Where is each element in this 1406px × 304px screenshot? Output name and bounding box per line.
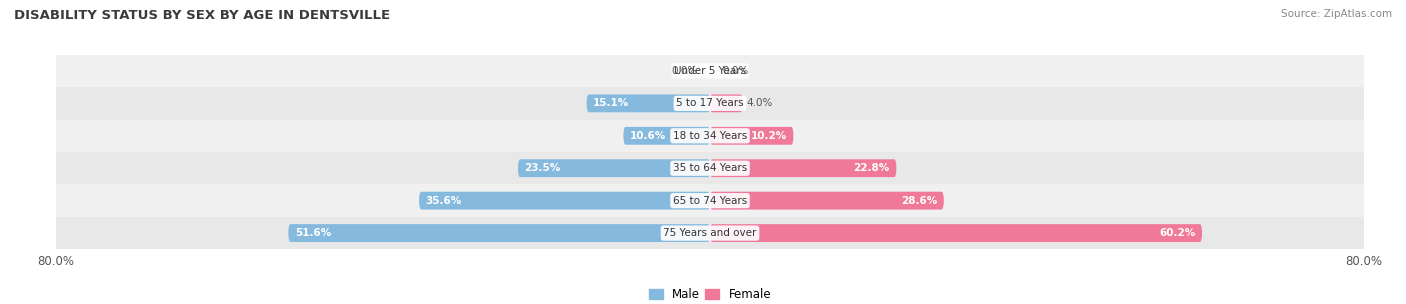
Text: Source: ZipAtlas.com: Source: ZipAtlas.com — [1281, 9, 1392, 19]
Text: Under 5 Years: Under 5 Years — [673, 66, 747, 76]
FancyBboxPatch shape — [288, 224, 710, 242]
FancyBboxPatch shape — [419, 192, 710, 209]
Text: 60.2%: 60.2% — [1159, 228, 1195, 238]
FancyBboxPatch shape — [517, 159, 710, 177]
Text: 15.1%: 15.1% — [593, 98, 630, 108]
Text: 10.6%: 10.6% — [630, 131, 666, 141]
Bar — [56, 152, 1364, 185]
Legend: Male, Female: Male, Female — [644, 283, 776, 304]
Text: 5 to 17 Years: 5 to 17 Years — [676, 98, 744, 108]
Bar — [56, 185, 1364, 217]
Bar — [56, 119, 1364, 152]
Text: DISABILITY STATUS BY SEX BY AGE IN DENTSVILLE: DISABILITY STATUS BY SEX BY AGE IN DENTS… — [14, 9, 391, 22]
FancyBboxPatch shape — [710, 159, 897, 177]
FancyBboxPatch shape — [710, 95, 742, 112]
FancyBboxPatch shape — [710, 192, 943, 209]
Text: 22.8%: 22.8% — [853, 163, 890, 173]
Text: 35.6%: 35.6% — [426, 196, 463, 206]
Text: 23.5%: 23.5% — [524, 163, 561, 173]
FancyBboxPatch shape — [623, 127, 710, 145]
Bar — [56, 217, 1364, 249]
FancyBboxPatch shape — [710, 224, 1202, 242]
Text: 0.0%: 0.0% — [672, 66, 697, 76]
Text: 75 Years and over: 75 Years and over — [664, 228, 756, 238]
Text: 10.2%: 10.2% — [751, 131, 787, 141]
Bar — [56, 87, 1364, 119]
Bar — [56, 55, 1364, 87]
Text: 18 to 34 Years: 18 to 34 Years — [673, 131, 747, 141]
Text: 4.0%: 4.0% — [747, 98, 773, 108]
Text: 28.6%: 28.6% — [901, 196, 938, 206]
FancyBboxPatch shape — [710, 127, 793, 145]
FancyBboxPatch shape — [586, 95, 710, 112]
Text: 65 to 74 Years: 65 to 74 Years — [673, 196, 747, 206]
Text: 0.0%: 0.0% — [723, 66, 748, 76]
Text: 35 to 64 Years: 35 to 64 Years — [673, 163, 747, 173]
Text: 51.6%: 51.6% — [295, 228, 332, 238]
